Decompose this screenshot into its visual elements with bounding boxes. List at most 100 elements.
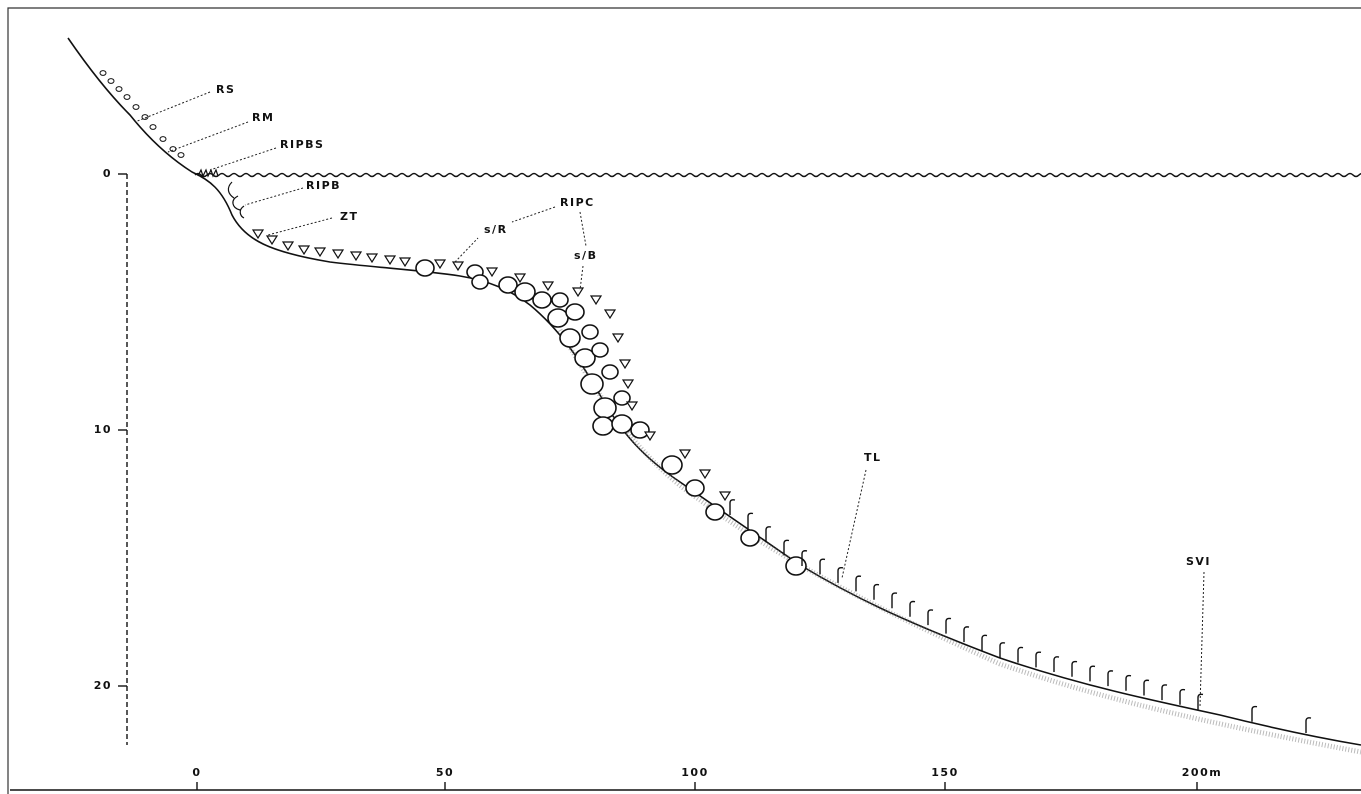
pebble xyxy=(150,125,156,130)
boulder xyxy=(706,504,724,520)
leader xyxy=(245,188,303,205)
depth-tick-label: 10 xyxy=(94,423,112,436)
erect-organism xyxy=(1252,707,1257,722)
sessile-organism xyxy=(453,262,463,270)
boulder xyxy=(533,292,551,308)
sessile-organism xyxy=(605,310,615,318)
boulder xyxy=(741,530,759,546)
distance-tick-label: 150 xyxy=(931,766,958,779)
boulder xyxy=(515,283,535,301)
boulder xyxy=(581,374,603,394)
sessile-organism xyxy=(720,492,730,500)
leader xyxy=(135,92,210,122)
zone-label: SVI xyxy=(1186,555,1211,568)
zone-label: ZT xyxy=(340,210,358,223)
erect-organism xyxy=(1180,690,1185,705)
erect-organism xyxy=(1000,643,1005,658)
erect-organism xyxy=(784,540,789,555)
pebble xyxy=(124,95,130,100)
zone-label: s/B xyxy=(574,249,597,262)
depth-tick-label: 0 xyxy=(103,167,112,180)
pebble xyxy=(178,153,184,158)
leader xyxy=(1200,572,1204,706)
boulder xyxy=(593,417,613,435)
erect-organism xyxy=(1144,680,1149,695)
erect-organism xyxy=(1108,671,1113,686)
boulder xyxy=(786,557,806,575)
sessile-organism xyxy=(400,258,410,266)
distance-ticks xyxy=(197,782,1197,790)
sessile-organism xyxy=(267,236,277,244)
seabed-profile xyxy=(68,38,1361,745)
sessile-organism xyxy=(435,260,445,268)
distance-tick-label: 50 xyxy=(436,766,454,779)
boulder xyxy=(686,480,704,496)
sessile-organism xyxy=(333,250,343,258)
boulder xyxy=(612,415,632,433)
zone-label: RIPBS xyxy=(280,138,324,151)
leader xyxy=(210,148,276,170)
distance-tick-label: 200m xyxy=(1182,766,1222,779)
erect-organism xyxy=(928,610,933,625)
sessile-organism xyxy=(253,230,263,238)
erect-organism xyxy=(766,527,771,542)
depth-tick-label: 20 xyxy=(94,679,112,692)
erect-organism xyxy=(856,576,861,591)
boulder xyxy=(582,325,598,339)
erect-organism xyxy=(874,585,879,600)
boulder xyxy=(548,309,568,327)
sessile-organism xyxy=(591,296,601,304)
erect-organism xyxy=(982,635,987,650)
boulder xyxy=(602,365,618,379)
erect-organism xyxy=(1162,685,1167,700)
leader xyxy=(268,218,332,235)
zone-label: RM xyxy=(252,111,274,124)
zone-label: RIPC xyxy=(560,196,595,209)
water-surface xyxy=(195,174,1361,177)
biota xyxy=(100,71,1311,733)
wave-line xyxy=(195,174,1361,177)
frame xyxy=(8,8,1361,794)
sessile-organism xyxy=(543,282,553,290)
sessile-organism xyxy=(573,288,583,296)
sessile-organism xyxy=(283,242,293,250)
zone-label: RS xyxy=(216,83,235,96)
leader xyxy=(168,122,248,152)
sediment xyxy=(560,330,1361,752)
sessile-organism xyxy=(627,402,637,410)
erect-organism xyxy=(748,513,753,528)
erect-organism xyxy=(1306,718,1311,733)
erect-organism xyxy=(946,618,951,633)
pebble xyxy=(100,71,106,76)
zone-label: s/R xyxy=(484,223,508,236)
erect-organism xyxy=(820,559,825,574)
sessile-organism xyxy=(680,450,690,458)
sessile-organism xyxy=(299,246,309,254)
pebble xyxy=(116,87,122,92)
zone-label: TL xyxy=(864,451,882,464)
sessile-organism xyxy=(315,248,325,256)
distance-tick-label: 100 xyxy=(681,766,708,779)
boulder xyxy=(560,329,580,347)
pebble xyxy=(108,79,114,84)
sessile-organism xyxy=(620,360,630,368)
sessile-organism xyxy=(367,254,377,262)
erect-organism xyxy=(910,602,915,617)
erect-organism xyxy=(1036,652,1041,667)
distance-tick-label: 0 xyxy=(192,766,201,779)
erect-organism xyxy=(1018,647,1023,662)
erect-organism xyxy=(1090,666,1095,681)
sessile-organism xyxy=(487,268,497,276)
pebble xyxy=(133,105,139,110)
profile-diagram: 0 10 20 0 50 100 150 200m RS RM RIPBS RI… xyxy=(0,0,1361,794)
boulder xyxy=(472,275,488,289)
sessile-organism xyxy=(623,380,633,388)
erect-organism xyxy=(1072,662,1077,677)
sessile-organism xyxy=(385,256,395,264)
erect-organism xyxy=(1054,657,1059,672)
leader xyxy=(842,470,866,578)
sessile-organism xyxy=(700,470,710,478)
boulder xyxy=(631,422,649,438)
pebble xyxy=(160,137,166,142)
erect-organism xyxy=(964,627,969,642)
